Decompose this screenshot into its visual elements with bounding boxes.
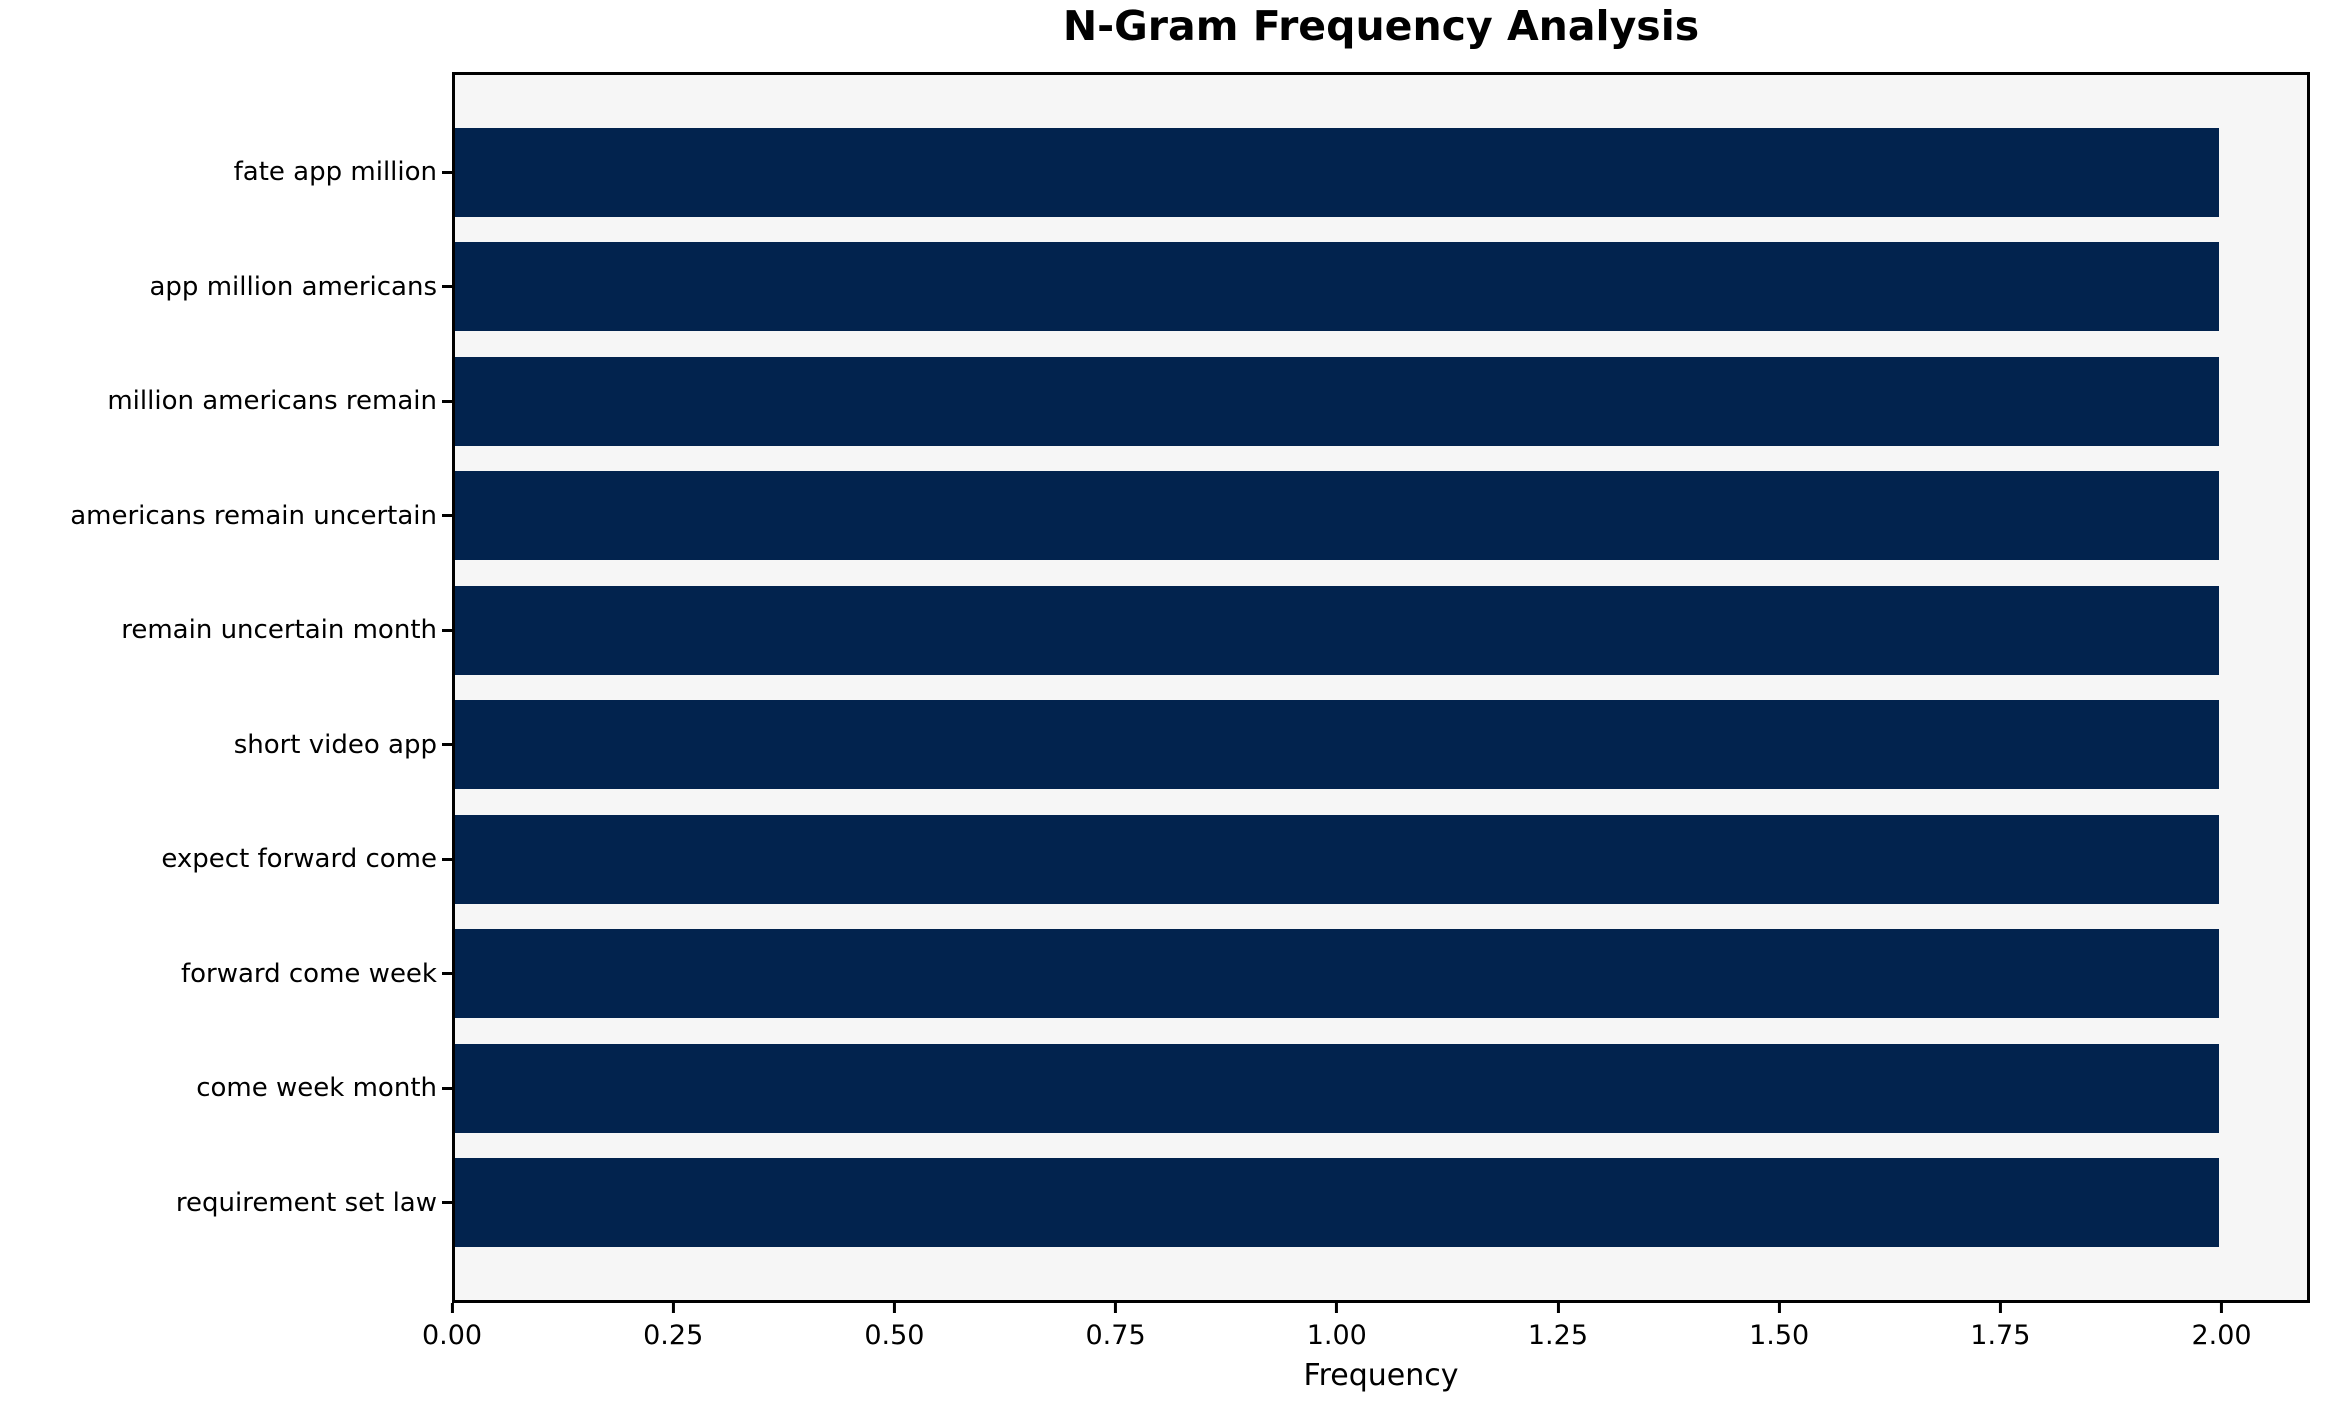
x-tick: 0.75 [1086,1303,1146,1351]
y-tick-mark [442,285,452,289]
y-tick-label: app million americans [149,271,438,302]
x-tick-label: 0.25 [643,1320,704,1351]
bar-row [455,115,2307,230]
bar-row [455,1146,2307,1261]
bar [455,471,2219,561]
x-tick-label: 0.75 [1085,1320,1146,1351]
x-tick: 0.25 [643,1303,703,1351]
bar-row [455,688,2307,803]
bar [455,700,2219,790]
x-tick-mark [671,1303,675,1313]
y-axis-row: app million americans [0,230,452,345]
bar-row [455,459,2307,574]
y-axis-row: expect forward come [0,802,452,917]
bar [455,814,2219,904]
x-tick-label: 0.50 [864,1320,925,1351]
y-tick-label: short video app [233,729,437,760]
y-axis: fate app million app million americans m… [0,72,452,1303]
bar [455,1158,2219,1248]
y-tick-label: million americans remain [107,386,437,417]
bars-container [455,75,2307,1300]
x-tick-mark [892,1303,896,1313]
bar-row [455,1031,2307,1146]
y-tick-mark [442,170,452,174]
x-tick: 1.50 [1749,1303,1809,1351]
bar [455,356,2219,446]
x-tick: 0.00 [422,1303,482,1351]
x-tick: 1.00 [1307,1303,1367,1351]
x-tick-label: 1.75 [1970,1320,2031,1351]
y-tick-label: come week month [196,1073,437,1104]
y-axis-row: fate app million [0,115,452,230]
y-tick-mark [442,972,452,976]
y-tick-label: expect forward come [161,844,437,875]
x-tick-mark [450,1303,454,1313]
y-tick-label: americans remain uncertain [70,500,437,531]
x-axis-label: Frequency [1303,1358,1459,1393]
x-tick-mark [1556,1303,1560,1313]
y-tick-label: forward come week [180,958,437,989]
y-tick-mark [442,628,452,632]
chart-title: N-Gram Frequency Analysis [1062,2,1700,50]
y-tick-mark [442,1201,452,1205]
bar-row [455,917,2307,1032]
y-tick-label: remain uncertain month [121,615,437,646]
x-tick-mark [1114,1303,1118,1313]
x-tick: 1.25 [1528,1303,1588,1351]
x-tick-mark [2220,1303,2224,1313]
bar [455,929,2219,1019]
x-tick-mark [1777,1303,1781,1313]
x-tick: 1.75 [1970,1303,2030,1351]
y-axis-row: million americans remain [0,344,452,459]
y-axis-row: remain uncertain month [0,573,452,688]
y-tick-mark [442,514,452,518]
x-tick-label: 1.25 [1527,1320,1588,1351]
plot-area [452,72,2310,1303]
y-tick-mark [442,743,452,747]
y-axis-row: short video app [0,688,452,803]
y-tick-label: requirement set law [175,1187,437,1218]
x-tick: 2.00 [2191,1303,2252,1351]
y-tick-mark [442,399,452,403]
bar [455,1043,2219,1133]
x-tick-mark [1998,1303,2002,1313]
y-axis-row: forward come week [0,917,452,1032]
bar-row [455,344,2307,459]
y-tick-label: fate app million [233,157,437,188]
y-tick-mark [442,857,452,861]
bar-row [455,573,2307,688]
x-tick: 0.50 [864,1303,924,1351]
x-tick-label: 1.00 [1306,1320,1367,1351]
y-axis-row: requirement set law [0,1146,452,1261]
x-tick-mark [1335,1303,1339,1313]
x-tick-label: 0.00 [421,1320,483,1351]
y-axis-row: come week month [0,1031,452,1146]
bar-row [455,230,2307,345]
y-tick-mark [442,1086,452,1090]
bar [455,127,2219,217]
y-axis-row: americans remain uncertain [0,459,452,574]
x-tick-label: 1.50 [1749,1320,1810,1351]
bar [455,585,2219,675]
x-tick-label: 2.00 [2191,1320,2252,1351]
bar-row [455,802,2307,917]
bar [455,242,2219,332]
